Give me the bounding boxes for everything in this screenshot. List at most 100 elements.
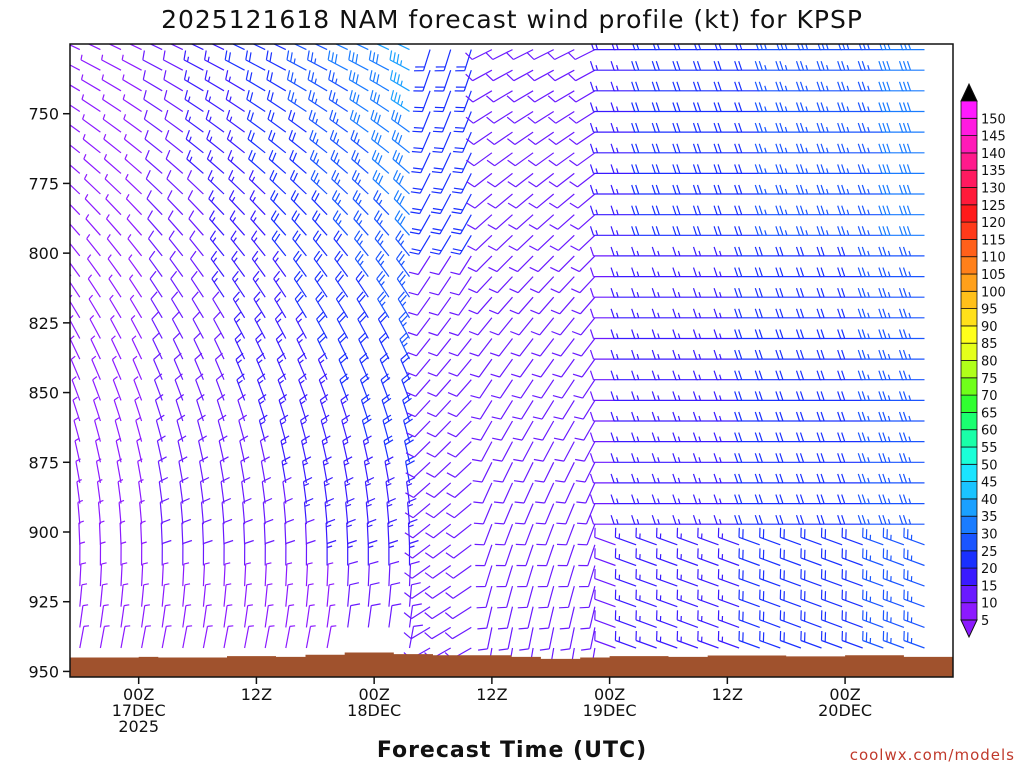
wind-barb (898, 370, 925, 381)
wind-barb (775, 473, 801, 484)
wind-barb (697, 610, 719, 628)
wind-barb (589, 226, 616, 236)
wind-barb (396, 270, 411, 298)
wind-barb (594, 527, 616, 546)
wind-barb (837, 143, 863, 154)
wind-barb (610, 391, 637, 401)
wind-barb (555, 482, 575, 504)
wind-barb (359, 352, 369, 380)
wind-barb (610, 288, 637, 298)
wind-barb (775, 308, 801, 319)
wind-barb (405, 461, 431, 478)
wind-barb (145, 149, 163, 174)
wind-barb (223, 562, 231, 587)
wind-barb (107, 44, 122, 51)
wind-barb (676, 527, 699, 546)
wind-barb (396, 250, 410, 277)
wind-barb (776, 44, 801, 51)
wind-barb (568, 90, 596, 103)
wind-barb (427, 358, 452, 377)
wind-barb (672, 515, 698, 525)
wind-barb (142, 50, 163, 71)
wind-barb (656, 589, 678, 608)
wind-barb (560, 627, 575, 651)
colorbar-label: 25 (981, 545, 998, 560)
wind-barb (476, 585, 493, 609)
wind-barb (228, 170, 246, 195)
colorbar-box (960, 221, 978, 240)
wind-barb (631, 515, 657, 525)
wind-barb (486, 110, 513, 124)
wind-barb (394, 210, 410, 236)
wind-barb (242, 497, 252, 525)
wind-barb (898, 184, 925, 195)
wind-barb (260, 456, 270, 484)
wind-barb (857, 226, 884, 236)
wind-barb (311, 190, 328, 216)
wind-barb (411, 131, 431, 153)
wind-barb (478, 627, 493, 651)
wind-barb (183, 50, 204, 71)
wind-barb (223, 625, 234, 649)
wind-barb (495, 523, 514, 546)
wind-barb (795, 226, 822, 236)
wind-barb (759, 589, 781, 608)
wind-barb (169, 250, 184, 277)
wind-barb (527, 69, 554, 82)
wind-barb (589, 494, 616, 505)
wind-barb (779, 589, 802, 608)
wind-barb (837, 164, 863, 174)
wind-barb (878, 226, 904, 236)
wind-barb (514, 482, 534, 504)
wind-barb (355, 44, 369, 51)
wind-barb (408, 624, 423, 649)
colorbar-label: 50 (981, 458, 998, 473)
wind-barb (734, 288, 760, 298)
wind-barb (488, 276, 513, 294)
wind-barb (527, 131, 555, 145)
wind-barb (211, 270, 225, 298)
wind-barb (862, 527, 884, 546)
wind-barb (527, 90, 555, 103)
wind-barb (304, 518, 315, 545)
wind-barb (511, 358, 534, 378)
wind-barb (816, 494, 843, 505)
wind-barb (779, 569, 802, 587)
wind-barb (857, 329, 884, 340)
wind-barb (396, 44, 410, 51)
colorbar-top-arrow (960, 82, 978, 102)
wind-barb (672, 432, 698, 443)
wind-barb (137, 458, 143, 484)
wind-barb (533, 441, 555, 462)
wind-barb (734, 267, 760, 278)
wind-barb (162, 50, 184, 71)
wind-barb (775, 453, 801, 463)
wind-barb (486, 152, 513, 167)
wind-barb (178, 456, 188, 484)
wind-barb (405, 420, 431, 438)
wind-barb (434, 70, 452, 92)
wind-barb (161, 562, 169, 587)
wind-barb (610, 411, 637, 422)
wind-barb (388, 582, 401, 607)
wind-barb (408, 276, 431, 296)
wind-barb (738, 569, 760, 587)
wind-barb (572, 358, 596, 378)
wind-barb (610, 432, 637, 443)
wind-barb (229, 210, 246, 236)
wind-barb (209, 230, 225, 257)
wind-barb (878, 143, 904, 154)
wind-barb (343, 456, 353, 484)
wind-barb (465, 90, 493, 103)
wind-barb (429, 234, 452, 255)
wind-barb (359, 373, 370, 401)
wind-barb (580, 606, 596, 630)
wind-barb (651, 226, 678, 236)
wind-barb (79, 625, 90, 649)
wind-barb (672, 288, 698, 298)
wind-barb (79, 583, 88, 607)
wind-barb (632, 44, 657, 51)
wind-barb (267, 109, 287, 133)
wind-barb (494, 503, 514, 525)
wind-barb (80, 54, 101, 71)
